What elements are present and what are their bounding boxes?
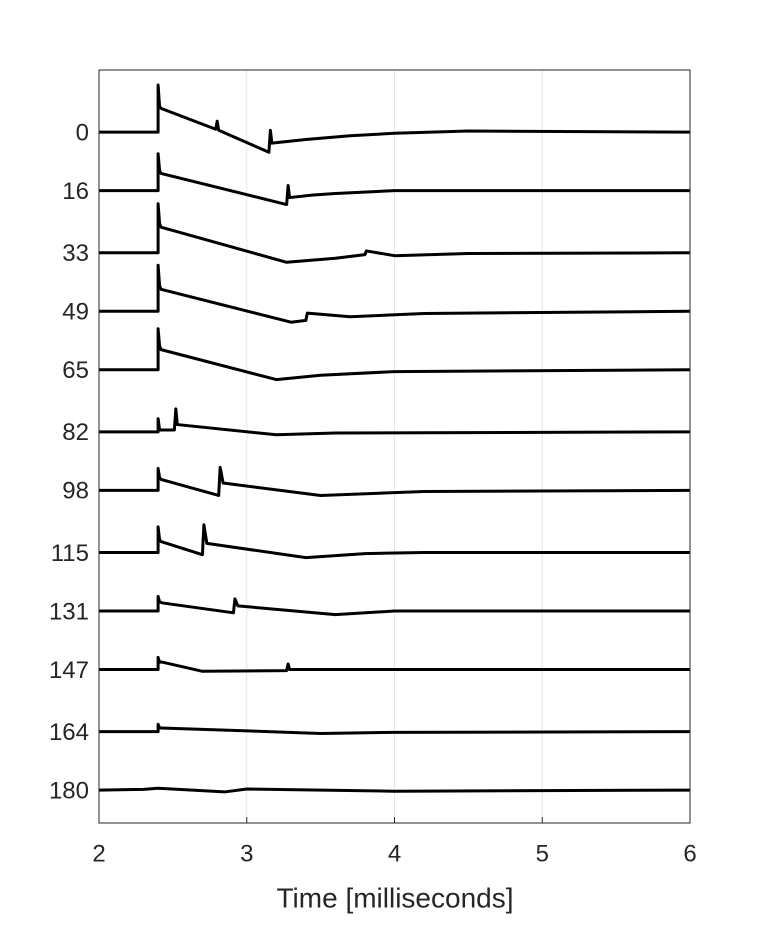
trace [98,786,691,794]
trace [99,263,691,324]
trace [99,465,691,497]
trace [99,407,691,437]
y-tick-label: 180 [49,777,89,804]
y-tick-label: 16 [62,178,89,205]
trace [99,152,690,207]
trace [99,655,690,673]
y-tick-label: 164 [49,719,89,746]
y-tick-label: 0 [76,119,89,146]
trace [99,83,691,154]
y-tick-label: 33 [62,240,89,267]
axes-box [98,69,691,824]
y-tick-label: 98 [62,478,89,505]
x-tick-label: 6 [683,840,696,867]
y-tick-label: 65 [62,357,89,384]
x-tick-label: 3 [240,840,253,867]
trace [99,523,690,560]
x-tick-label: 4 [388,840,401,867]
y-tick-label: 131 [49,598,89,625]
trace [99,327,691,382]
trace [99,722,691,735]
x-tick-label: 5 [536,840,549,867]
trace [99,594,690,617]
trace [99,202,691,264]
y-tick-label: 82 [62,419,89,446]
y-tick-label: 115 [51,540,89,567]
x-tick-label: 2 [92,840,105,867]
y-tick-label: 49 [62,299,89,326]
y-tick-label: 147 [49,657,89,684]
x-axis-title: Time [milliseconds] [276,882,513,913]
